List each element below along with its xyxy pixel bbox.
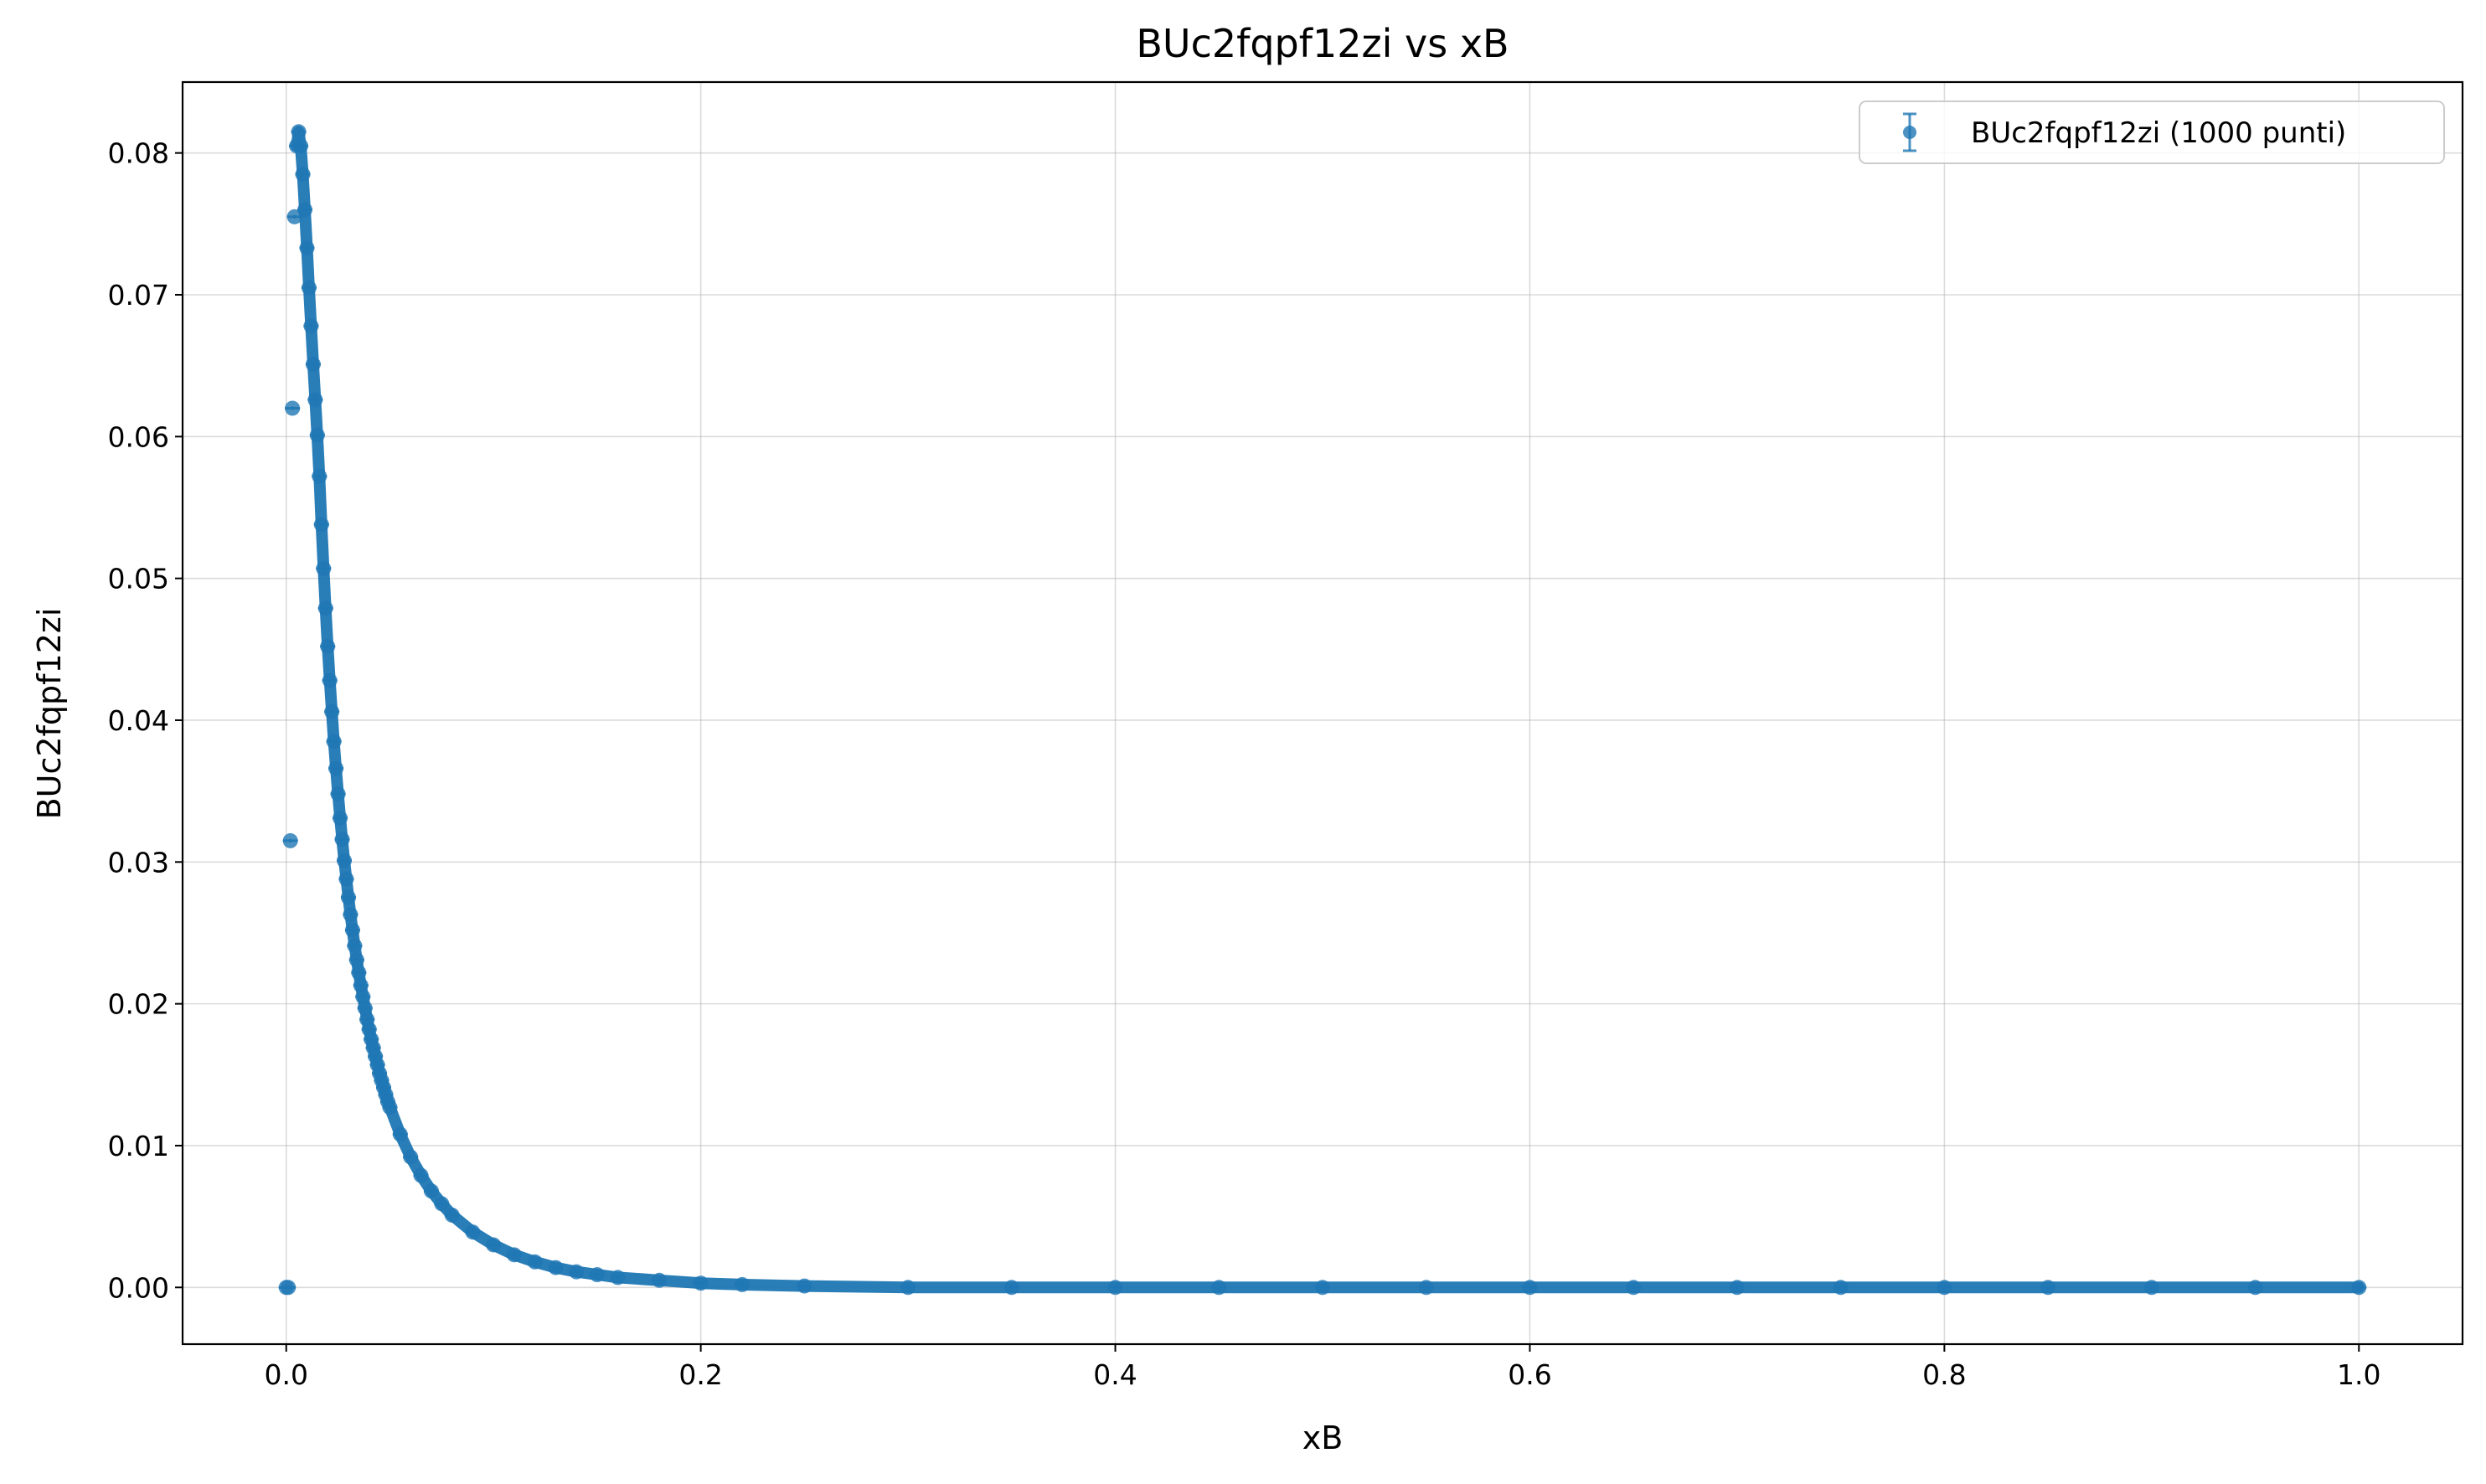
legend-box (1859, 100, 2445, 164)
plot-frame (181, 80, 2464, 1346)
data-series-dense-band (291, 126, 2365, 1294)
y-tick-label: 0.05 (108, 563, 169, 595)
x-axis-label: xB (1302, 1420, 1344, 1456)
x-tick-label: 0.6 (1508, 1358, 1551, 1391)
y-tick-label: 0.08 (108, 137, 169, 170)
grid-layer (183, 82, 2463, 1344)
y-tick-label: 0.02 (108, 988, 169, 1021)
y-tick-label: 0.01 (108, 1130, 169, 1162)
x-tick-label: 0.4 (1093, 1358, 1137, 1391)
data-point (285, 400, 301, 416)
legend: BUc2fqpf12zi (1000 punti) (1859, 100, 2445, 164)
x-tick-label: 0.2 (678, 1358, 722, 1391)
y-tick-label: 0.04 (108, 704, 169, 737)
y-tick-label: 0.03 (108, 846, 169, 879)
ticks-layer: 0.0 0.2 0.4 0.6 0.8 1.0 0.00 0.01 0.02 0.03 0.04 0.… (108, 137, 2381, 1391)
data-layer (278, 124, 2367, 1296)
y-tick-label: 0.06 (108, 420, 169, 453)
x-tick-label: 0.0 (264, 1358, 307, 1391)
data-point (282, 832, 298, 848)
legend-marker-icon (1903, 112, 1916, 152)
data-point (281, 1280, 297, 1296)
x-tick-label: 1.0 (2337, 1358, 2380, 1391)
chart-title: BUc2fqpf12zi vs xB (1136, 21, 1509, 66)
y-axis-label: BUc2fqpf12zi (31, 608, 68, 820)
legend-label: BUc2fqpf12zi (1000 punti) (1971, 116, 2346, 150)
y-tick-label: 0.07 (108, 279, 169, 312)
y-tick-label: 0.00 (108, 1271, 169, 1304)
x-tick-label: 0.8 (1922, 1358, 1966, 1391)
